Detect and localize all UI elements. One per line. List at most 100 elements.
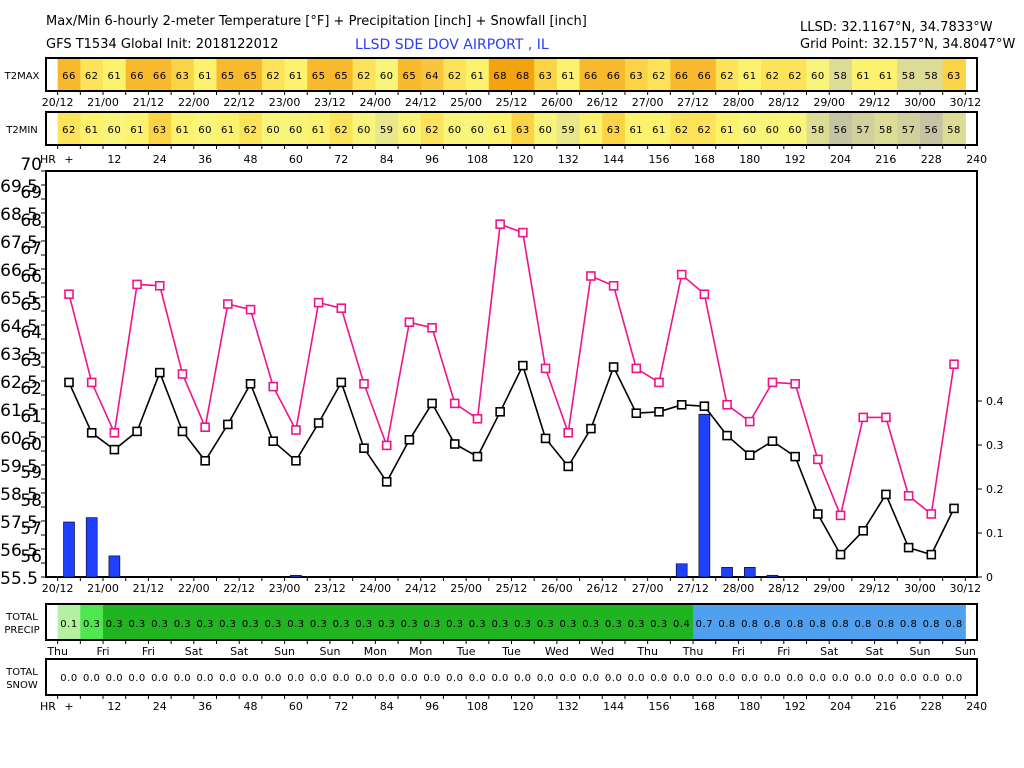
snow-value: 0.0 (491, 673, 508, 684)
station-name: LLSD SDE DOV AIRPORT , IL (355, 37, 549, 53)
hour-label: 12 (107, 153, 121, 166)
snow-value: 0.0 (855, 673, 872, 684)
t2min-value: 60 (108, 125, 122, 136)
hour-label: 72 (334, 153, 348, 166)
hour-label: 156 (649, 700, 670, 713)
t2min-point (359, 443, 369, 454)
t2max-cell (511, 59, 535, 90)
precip-value: 0.3 (514, 619, 531, 630)
date-label: 30/12 (949, 582, 981, 595)
t2min-value: 60 (539, 125, 553, 136)
t2min-cell (919, 113, 944, 144)
t2min-cell (352, 113, 376, 144)
date-label: 26/00 (541, 96, 573, 109)
t2min-cell (693, 113, 717, 144)
t2min-value: 61 (176, 125, 190, 136)
snow-value: 0.0 (650, 673, 667, 684)
date-label: 25/12 (496, 96, 528, 109)
t2min-cell (239, 113, 263, 144)
t2min-value: 60 (266, 125, 280, 136)
t2min-cell (874, 113, 898, 144)
hour-label: + (64, 153, 73, 166)
precip-bar (766, 574, 779, 578)
t2max-value: 62 (720, 71, 734, 82)
precip-value: 0.3 (605, 619, 622, 630)
t2min-point (676, 399, 687, 410)
precip-cell (919, 605, 944, 639)
t2min-cell (193, 113, 217, 144)
precip-cell (125, 605, 149, 639)
y-tick-label: 61 (20, 407, 42, 427)
t2max-cell (738, 59, 762, 90)
precip-value: 0.8 (764, 619, 781, 630)
y-tick-label: 69 (20, 183, 42, 203)
t2max-cell (783, 59, 807, 90)
t2max-cell (239, 59, 263, 90)
hour-label: 180 (739, 153, 760, 166)
t2min-value: 60 (471, 125, 485, 136)
t2min-cell (829, 113, 853, 144)
t2max-value: 63 (947, 71, 961, 82)
t2min-value: 60 (357, 125, 371, 136)
t2max-value: 62 (652, 71, 666, 82)
hour-label: 36 (198, 700, 212, 713)
t2min-value: 59 (561, 125, 575, 136)
t2min-cell (624, 113, 649, 144)
t2max-cell (829, 59, 853, 90)
chart-title: Max/Min 6-hourly 2-meter Temperature [°F… (46, 14, 587, 29)
t2max-value: 66 (675, 71, 689, 82)
precip-value: 0.3 (151, 619, 168, 630)
day-label: Sat (866, 645, 885, 658)
hour-label: 108 (467, 700, 488, 713)
date-label: 23/00 (269, 96, 301, 109)
hour-label: 84 (380, 153, 394, 166)
precip-value: 0.8 (855, 619, 872, 630)
t2max-cell (602, 59, 626, 90)
precip-value: 0.8 (809, 619, 826, 630)
date-label: 29/00 (813, 96, 845, 109)
precip-cell (284, 605, 308, 639)
y-tick-label: 58 (20, 491, 42, 511)
snow-value: 0.0 (242, 673, 259, 684)
t2min-point (495, 406, 505, 417)
precip-value: 0.8 (877, 619, 894, 630)
precip-cell (171, 605, 195, 639)
y-tick-label: 58.5 (0, 485, 38, 505)
y-tick-label: 57.5 (0, 513, 38, 533)
snow-value: 0.0 (514, 673, 531, 684)
precip-bar (108, 555, 121, 578)
day-label: Tue (456, 645, 476, 658)
snow-value: 0.0 (605, 673, 622, 684)
precip-cell (624, 605, 649, 639)
precip-value: 0.3 (446, 619, 463, 630)
t2max-cell (488, 59, 512, 90)
precip-value: 0.4 (673, 619, 690, 630)
t2min-value: 61 (720, 125, 734, 136)
snow-value: 0.0 (923, 673, 940, 684)
t2min-cell (647, 113, 671, 144)
day-label: Sat (230, 645, 249, 658)
precip-value: 0.3 (83, 619, 100, 630)
y-tick-label: 57 (20, 519, 42, 539)
date-label: 21/00 (87, 582, 119, 595)
t2min-cell (488, 113, 512, 144)
precip-cell (738, 605, 762, 639)
t2min-value: 60 (743, 125, 757, 136)
date-label: 24/12 (405, 582, 437, 595)
y-tick-label: 70 (20, 155, 42, 175)
hour-label: 240 (966, 700, 987, 713)
t2max-value: 66 (698, 71, 712, 82)
snow-value: 0.0 (174, 673, 191, 684)
day-label: Fri (732, 645, 745, 658)
t2min-value: 63 (516, 125, 530, 136)
hour-label: 156 (649, 153, 670, 166)
day-label: Wed (545, 645, 569, 658)
precip-cell (329, 605, 354, 639)
t2min-point (858, 525, 869, 536)
t2min-value: 61 (652, 125, 666, 136)
t2min-value: 56 (924, 125, 938, 136)
date-label: 28/00 (723, 96, 755, 109)
t2max-cell (466, 59, 490, 90)
